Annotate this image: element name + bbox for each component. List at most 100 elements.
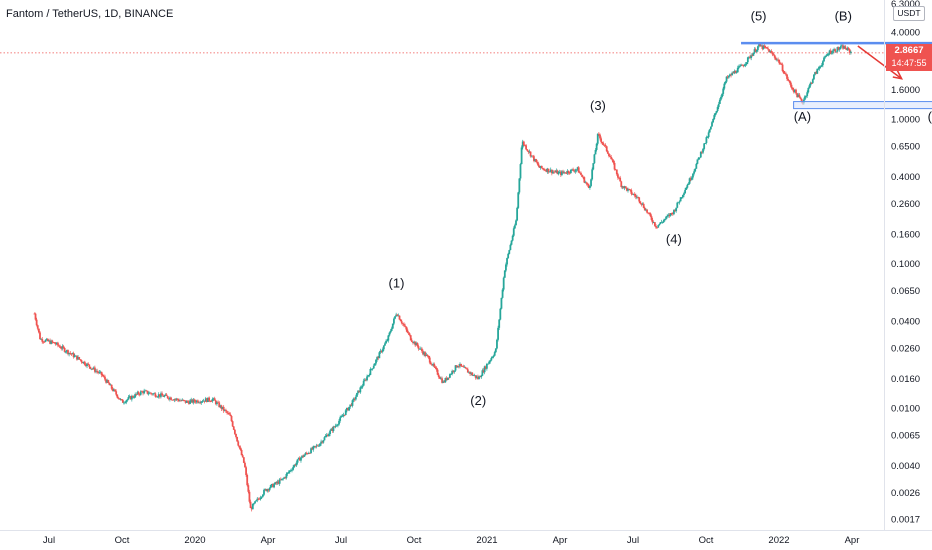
candle-body <box>170 397 172 400</box>
candle-body <box>65 350 68 352</box>
candle-body <box>814 72 816 75</box>
candle-body <box>754 49 757 52</box>
candle-body <box>452 370 455 372</box>
candle-body <box>565 173 568 174</box>
candle-body <box>712 119 715 123</box>
candle-body <box>111 388 114 391</box>
candle-body <box>319 443 321 446</box>
candle-body <box>606 151 609 154</box>
candle-body <box>468 371 470 373</box>
candle-body <box>334 425 337 427</box>
candle-body <box>829 50 832 54</box>
candle-body <box>413 341 415 343</box>
candle-body <box>100 371 103 376</box>
currency-unit-button[interactable]: USDT <box>893 6 925 21</box>
candle-body <box>81 361 84 364</box>
candle-body <box>547 168 550 173</box>
candle-body <box>761 45 764 49</box>
candle-body <box>322 440 325 443</box>
candle-body <box>529 151 532 157</box>
candle-body <box>378 352 381 359</box>
candle-body <box>583 177 586 183</box>
candle-body <box>807 87 810 93</box>
bar-countdown: 14:47:55 <box>891 58 927 68</box>
candle-body <box>651 219 654 223</box>
candle-body <box>403 323 405 326</box>
candle-body <box>209 400 212 402</box>
candle-body <box>157 394 160 397</box>
candle-body <box>120 399 123 400</box>
candle-body <box>505 264 507 271</box>
candle-body <box>536 161 539 164</box>
candle-body <box>553 171 555 173</box>
candle-body <box>765 47 768 49</box>
candle-body <box>791 87 794 90</box>
candle-body <box>534 159 536 161</box>
candle-body <box>522 141 525 146</box>
candle-body <box>35 319 38 326</box>
candle-body <box>779 63 782 65</box>
candle-body <box>544 169 547 171</box>
candle-body <box>202 400 205 402</box>
candle-body <box>490 357 493 361</box>
candle-body <box>572 169 575 171</box>
candle-body <box>303 455 306 457</box>
candle-body <box>189 400 191 404</box>
candle-body <box>491 356 494 358</box>
candle-body <box>838 48 841 50</box>
candle-body <box>464 367 467 369</box>
candle-body <box>533 156 535 161</box>
candle-body <box>36 325 39 329</box>
candle-body <box>653 222 656 226</box>
candle-body <box>366 376 368 381</box>
candle-body <box>795 89 797 94</box>
candle-body <box>500 297 503 309</box>
time-tick-label: Jul <box>43 535 55 546</box>
candle-body <box>729 74 731 76</box>
price-tick-label: 0.4000 <box>891 172 920 183</box>
candle-body <box>798 94 801 98</box>
candle-body <box>312 446 315 450</box>
candle-body <box>160 393 162 397</box>
time-tick-label: Apr <box>553 535 568 546</box>
candle-body <box>449 374 451 378</box>
candle-body <box>835 51 838 53</box>
candle-body <box>229 414 232 416</box>
candle-body <box>750 55 753 58</box>
candle-body <box>753 49 756 53</box>
candle-body <box>278 479 281 484</box>
candle-body <box>244 462 246 468</box>
candle-body <box>689 178 692 180</box>
candle-body <box>158 394 161 397</box>
candle-body <box>742 65 745 67</box>
candle-body <box>154 393 157 397</box>
candle-body <box>574 170 577 172</box>
candle-body <box>113 389 115 391</box>
candle-body <box>406 329 409 333</box>
candle-body <box>664 218 666 221</box>
candle-body <box>381 349 384 352</box>
candle-body <box>708 129 711 133</box>
candle-body <box>426 354 429 357</box>
time-tick-label: Oct <box>115 535 130 546</box>
candle-body <box>52 342 55 343</box>
wave-label: (5) <box>751 9 767 24</box>
candle-body <box>614 169 617 171</box>
candle-body <box>608 153 610 157</box>
candle-body <box>543 168 545 170</box>
candle-body <box>690 177 693 180</box>
candle-body <box>220 405 223 409</box>
candle-body <box>602 143 605 145</box>
projection-arrow-line <box>857 45 903 80</box>
candle-body <box>132 395 134 398</box>
candle-body <box>804 96 806 100</box>
candle-body <box>289 470 292 472</box>
candle-body <box>83 361 86 365</box>
candle-body <box>477 376 479 379</box>
candle-body <box>306 453 309 455</box>
candle-body <box>806 92 809 96</box>
candle-body <box>96 370 99 372</box>
candle-body <box>63 347 66 352</box>
